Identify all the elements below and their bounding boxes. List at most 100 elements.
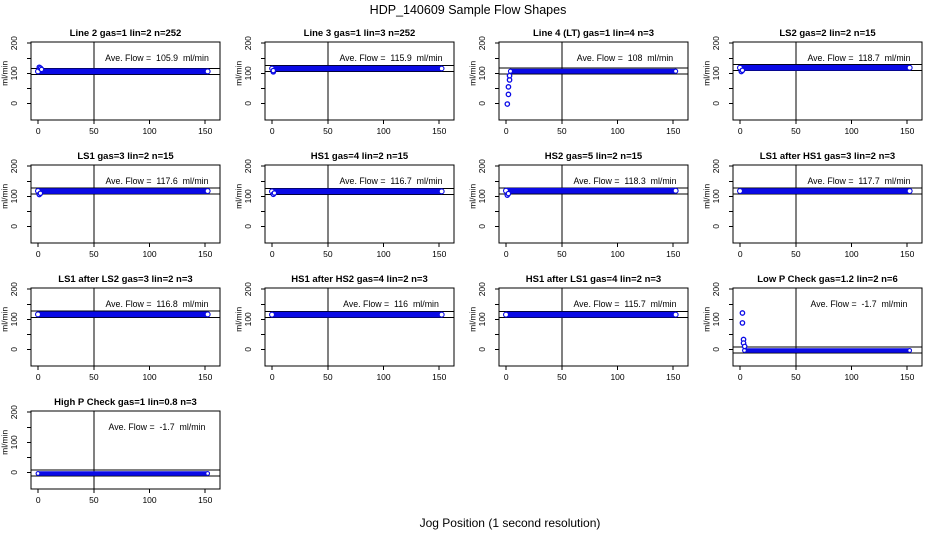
panel-title: LS2 gas=2 lin=2 n=15 [779,28,876,39]
band-end-point [438,65,445,72]
plot-box [732,287,923,367]
panel-title: Line 3 gas=1 lin=3 n=252 [304,28,416,39]
x-tick-label: 0 [504,126,509,136]
ave-flow-label: Ave. Flow = -1.7 ml/min [109,422,206,432]
y-tick-label: 200 [243,282,253,296]
ave-flow-label: Ave. Flow = 118.7 ml/min [807,53,910,63]
x-tick-label: 50 [791,372,801,382]
band-end-point [205,471,211,476]
flow-panel: 0 50 100 150 0 100 200 ml/min Line 2 gas=1 lin=2… [0,28,221,136]
y-tick-label: 0 [711,347,721,352]
plot-box [264,41,455,121]
x-tick-label: 150 [666,249,680,259]
plot-box [498,41,689,121]
x-tick-label: 0 [36,126,41,136]
y-tick-label: 200 [711,282,721,296]
x-tick-label: 100 [376,249,390,259]
data-point [505,84,512,90]
data-point [504,101,511,107]
flow-band [35,471,210,476]
plot-box [498,287,689,367]
x-tick-label: 50 [791,249,801,259]
band-end-point [507,68,514,74]
x-tick-label: 150 [432,126,446,136]
x-tick-label: 150 [666,126,680,136]
x-tick-label: 0 [270,249,275,259]
data-point [270,67,277,74]
band-end-point [34,311,42,318]
y-tick-label: 200 [9,405,19,419]
x-tick-label: 100 [142,495,156,505]
y-axis-unit-label: ml/min [0,430,10,455]
x-tick-label: 100 [142,249,156,259]
ave-flow-label: Ave. Flow = 117.7 ml/min [807,176,910,186]
band-end-point [907,348,913,353]
y-axis-unit-label: ml/min [0,61,10,86]
y-tick-label: 200 [711,36,721,50]
band-end-point [204,188,211,195]
y-tick-label: 200 [243,36,253,50]
flow-panel: 0 50 100 150 0 100 200 ml/min Low P Check gas=1.… [702,274,923,382]
x-tick-label: 150 [198,126,212,136]
panel-title: HS2 gas=5 lin=2 n=15 [545,151,643,162]
y-tick-label: 0 [477,347,487,352]
panel-title: Low P Check gas=1.2 lin=2 n=6 [757,274,898,285]
flow-band [269,188,444,195]
ave-flow-label: Ave. Flow = -1.7 ml/min [811,299,908,309]
x-tick-label: 100 [844,249,858,259]
x-tick-label: 50 [323,372,333,382]
x-tick-label: 100 [142,126,156,136]
flow-band [508,68,678,74]
plot-box [498,164,689,244]
y-tick-label: 100 [9,435,19,449]
data-point [739,310,746,316]
plot-box [732,164,923,244]
band-end-point [672,311,679,318]
flow-panel: 0 50 100 150 0 100 200 ml/min HS1 after LS1 gas=… [468,274,689,382]
x-tick-label: 100 [610,249,624,259]
x-tick-label: 50 [557,126,567,136]
ave-flow-label: Ave. Flow = 115.9 ml/min [339,53,442,63]
panel-title: HS1 after LS1 gas=4 lin=2 n=3 [526,274,661,285]
y-tick-label: 0 [9,470,19,475]
data-point [505,91,512,98]
flow-band [35,188,210,194]
y-tick-label: 200 [711,159,721,173]
plot-box [30,41,221,121]
panel-title: Line 4 (LT) gas=1 lin=4 n=3 [533,28,654,39]
ave-flow-label: Ave. Flow = 117.6 ml/min [105,176,208,186]
x-tick-label: 50 [791,126,801,136]
flow-panel: 0 50 100 150 0 100 200 ml/min Line 3 gas=1 lin=3… [234,28,455,136]
y-tick-label: 200 [9,36,19,50]
x-tick-label: 0 [504,372,509,382]
flow-band [35,311,210,318]
band-end-point [906,64,913,71]
x-tick-label: 0 [504,249,509,259]
ave-flow-label: Ave. Flow = 116.7 ml/min [339,176,442,186]
x-tick-label: 100 [610,126,624,136]
y-tick-label: 100 [9,189,19,203]
flow-panel: 0 50 100 150 0 100 200 ml/min LS1 gas=3 lin=2 n=… [0,151,221,259]
y-tick-label: 0 [711,224,721,229]
flow-panel: 0 50 100 150 0 100 200 ml/min High P Check gas=1… [0,397,221,505]
data-point [741,343,748,350]
x-tick-label: 100 [610,372,624,382]
flow-band [269,65,444,72]
flow-panel: 0 50 100 150 0 100 200 ml/min HS1 after HS2 gas=… [234,274,455,382]
y-tick-label: 0 [477,101,487,106]
y-tick-label: 100 [477,66,487,80]
panel-title: High P Check gas=1 lin=0.8 n=3 [54,397,197,408]
x-tick-label: 50 [89,372,99,382]
y-tick-label: 100 [711,66,721,80]
flow-panel: 0 50 100 150 0 100 200 ml/min HS2 gas=5 lin=2 n=… [468,151,689,259]
y-tick-label: 0 [477,224,487,229]
x-tick-label: 0 [36,249,41,259]
y-axis-unit-label: ml/min [0,184,10,209]
data-point [38,66,45,73]
x-tick-label: 50 [89,495,99,505]
x-tick-label: 0 [738,126,743,136]
y-tick-label: 0 [9,101,19,106]
y-axis-unit-label: ml/min [468,184,478,209]
ave-flow-label: Ave. Flow = 118.3 ml/min [573,176,676,186]
